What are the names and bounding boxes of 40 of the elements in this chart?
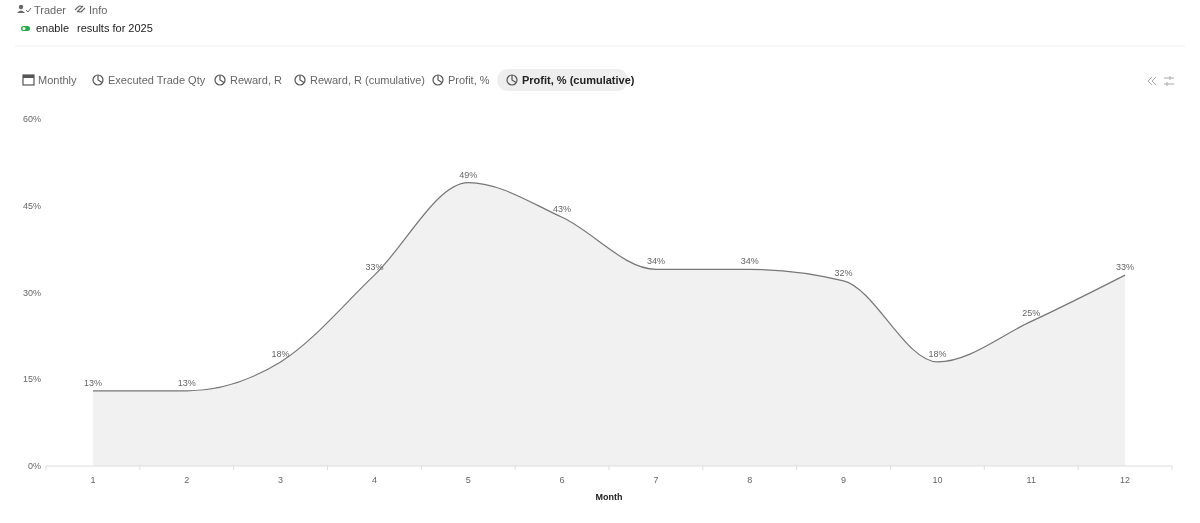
x-tick-label: 4 [371,475,377,485]
text: 18% [928,348,947,359]
x-axis-title: Month [595,492,623,502]
text: 13% [83,377,102,388]
text: enable [36,22,70,34]
x-tick-label: 9 [841,475,847,485]
y-tick-label: 60% [22,114,41,124]
text: Reward, R [230,74,283,86]
text: Profit, % [448,74,490,86]
y-tick-label: 15% [22,374,41,385]
x-tick-label: 10 [932,475,943,485]
text: Reward, R (cumulative) [310,74,425,86]
x-tick-label: 11 [1026,475,1036,485]
text: Profit, % (cumulative) [522,74,635,86]
text: 43% [553,204,572,215]
text: 13% [177,377,196,388]
x-tick-label: 1 [90,475,96,485]
text: 32% [834,267,853,278]
text: 34% [740,256,759,267]
text: 49% [459,169,478,180]
y-tick-label: 45% [22,200,41,211]
text: 25% [1022,308,1041,319]
y-tick-label: 30% [22,287,41,298]
text: 33% [1116,262,1135,273]
x-tick-label: 3 [278,475,284,485]
x-tick-label: 5 [465,475,471,485]
x-tick-label: 8 [747,475,753,485]
text: 33% [365,262,384,273]
x-tick-label: 2 [184,475,190,485]
text: 18% [271,348,290,359]
y-tick-label: 0% [27,461,41,471]
text: Trader [34,4,67,16]
x-tick-label: 7 [653,475,659,485]
text: 34% [646,256,665,267]
text: Executed Trade Qty [108,74,206,86]
x-tick-label: 6 [559,475,565,485]
text: Info [89,4,108,16]
x-tick-label: 12 [1120,475,1131,485]
text: Monthly [38,74,78,86]
text: results for 2025 [77,22,153,34]
